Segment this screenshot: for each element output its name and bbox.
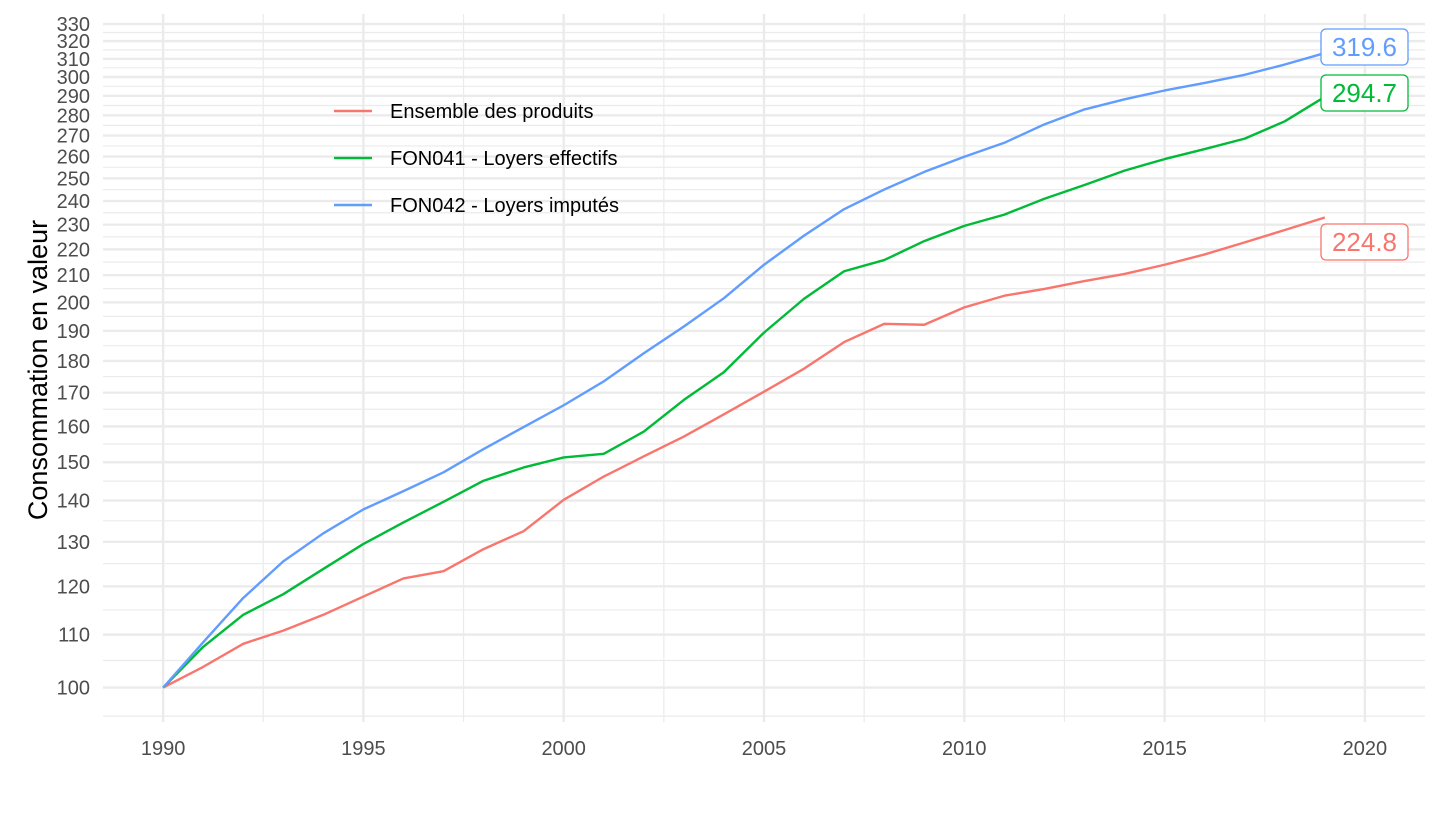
series-lines	[162, 51, 1326, 689]
y-tick-label: 170	[57, 383, 90, 405]
legend-label: Ensemble des produits	[390, 101, 593, 123]
series-line	[162, 51, 1326, 689]
y-tick-label: 230	[57, 215, 90, 237]
y-tick-label: 220	[57, 239, 90, 261]
x-tick-label: 2000	[541, 738, 586, 760]
y-tick-label: 160	[57, 416, 90, 438]
y-tick-label: 200	[57, 292, 90, 314]
end-label-value: 224.8	[1332, 227, 1397, 257]
end-label-box	[1320, 74, 1409, 112]
axes: 1001101201301401501601701801902002102202…	[57, 14, 1388, 760]
series-line	[162, 95, 1326, 689]
end-label-box	[1320, 223, 1409, 261]
x-tick-label: 2005	[742, 738, 787, 760]
y-tick-label: 330	[57, 14, 90, 36]
y-tick-label: 320	[57, 31, 90, 53]
end-label-box	[1320, 28, 1409, 66]
y-tick-label: 130	[57, 532, 90, 554]
y-tick-label: 210	[57, 265, 90, 287]
x-tick-label: 1995	[341, 738, 386, 760]
end-label-value: 319.6	[1332, 32, 1397, 62]
grid	[103, 14, 1425, 722]
end-label-value: 294.7	[1332, 78, 1397, 108]
y-tick-label: 290	[57, 86, 90, 108]
y-tick-label: 240	[57, 191, 90, 213]
y-tick-label: 270	[57, 126, 90, 148]
y-axis-title: Consommation en valeur	[23, 220, 53, 520]
y-tick-label: 260	[57, 147, 90, 169]
y-tick-label: 150	[57, 452, 90, 474]
y-tick-label: 310	[57, 49, 90, 71]
y-tick-label: 120	[57, 576, 90, 598]
y-tick-label: 250	[57, 168, 90, 190]
y-tick-label: 280	[57, 105, 90, 127]
series-line	[162, 216, 1326, 689]
x-tick-label: 1990	[141, 738, 186, 760]
y-tick-label: 110	[58, 625, 90, 647]
legend-label: FON042 - Loyers imputés	[390, 195, 619, 217]
y-tick-label: 300	[57, 67, 90, 89]
legend-label: FON041 - Loyers effectifs	[390, 148, 618, 170]
y-tick-label: 140	[57, 491, 90, 513]
x-tick-label: 2015	[1142, 738, 1187, 760]
legend: Ensemble des produits FON041 - Loyers eff…	[334, 101, 619, 217]
x-tick-label: 2020	[1343, 738, 1388, 760]
y-tick-label: 100	[57, 678, 90, 700]
y-tick-label: 190	[57, 321, 90, 343]
x-tick-label: 2010	[942, 738, 987, 760]
end-labels: 224.8 294.7 319.6	[1320, 28, 1409, 261]
y-tick-label: 180	[57, 351, 90, 373]
